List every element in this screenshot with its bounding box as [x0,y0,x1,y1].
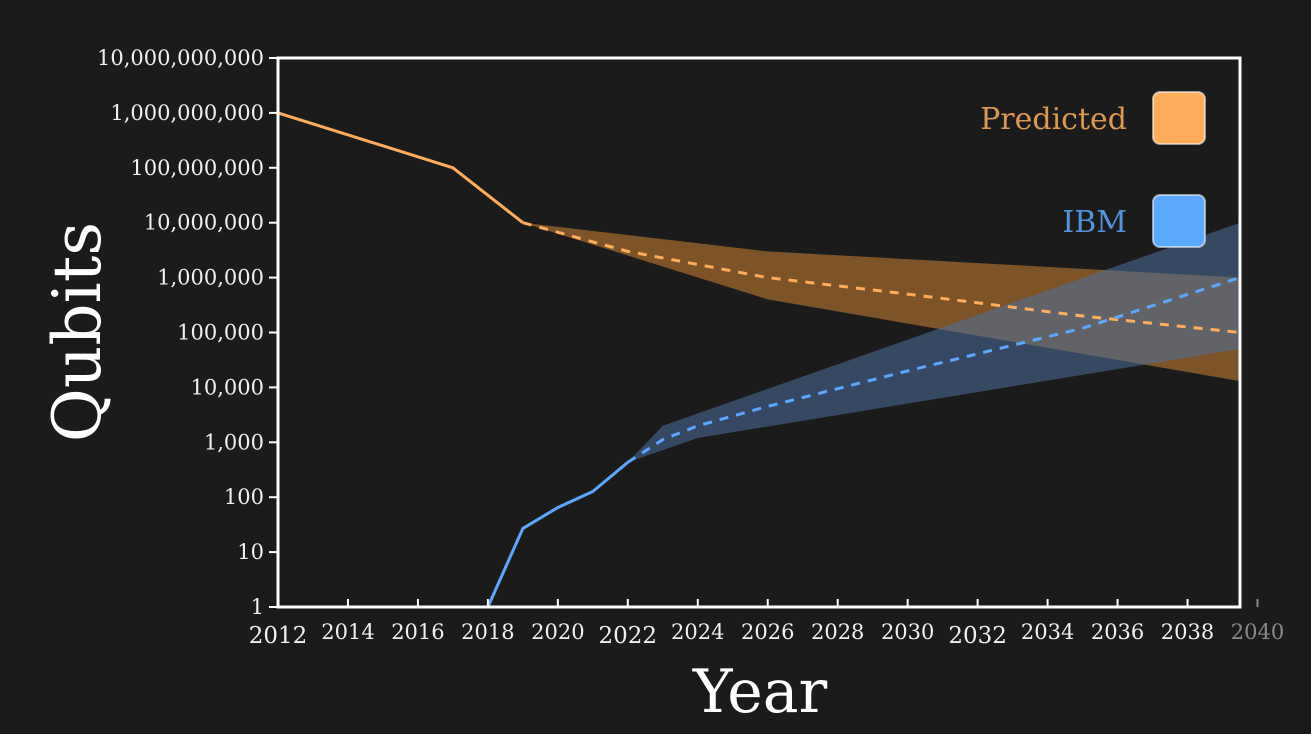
y-tick-label: 10,000,000,000 [97,46,264,70]
x-tick-label: 2036 [1091,620,1144,644]
legend-label: Predicted [980,102,1127,137]
legend-swatch [1152,91,1206,145]
x-tick-label: 2034 [1021,620,1074,644]
ibm-projection-line [626,276,1241,464]
x-tick-label: 2028 [811,620,864,644]
y-tick-label: 10,000 [191,375,264,399]
x-tick-label: 2012 [249,623,308,649]
x-tick-label: 2024 [671,620,724,644]
y-tick-label: 100,000,000 [130,156,264,180]
y-tick-label: 1 [251,595,264,619]
y-axis-ticks: 1 10 100 1,000 10,000 100,000 1,000,000 10,000,… [97,46,278,619]
x-tick-label: 2032 [948,623,1007,649]
x-tick-label: 2014 [321,620,374,644]
ibm-uncertainty-band [627,222,1240,463]
x-tick-label: 2040 [1231,620,1284,644]
y-tick-label: 10,000,000 [144,211,264,235]
predicted-historical-line [277,111,524,224]
x-tick-label: 2022 [599,623,658,649]
x-tick-label: 2038 [1161,620,1214,644]
x-tick-label: 2030 [881,620,934,644]
predicted-projection-line [522,221,1241,334]
x-tick-label: 2026 [741,620,794,644]
x-axis-ticks: 2012 2014 2016 2018 2020 2022 2024 2026 2028 2030… [249,599,1284,649]
legend-label: IBM [1062,205,1127,240]
y-tick-label: 1,000 [204,430,264,454]
series-lines [277,111,1241,608]
y-axis-title: Qubits [39,222,116,442]
y-tick-label: 1,000,000 [157,266,264,290]
ibm-historical-line [486,461,629,608]
legend-swatch [1152,194,1206,248]
x-tick-label: 2018 [461,620,514,644]
y-tick-label: 100,000 [177,321,264,345]
x-axis-title: Year [692,657,828,727]
x-tick-label: 2020 [531,620,584,644]
legend: Predicted IBM [980,91,1206,248]
y-tick-label: 100 [224,485,264,509]
y-tick-label: 1,000,000,000 [110,101,264,125]
uncertainty-bands [522,222,1240,463]
y-tick-label: 10 [237,540,264,564]
x-tick-label: 2016 [391,620,444,644]
